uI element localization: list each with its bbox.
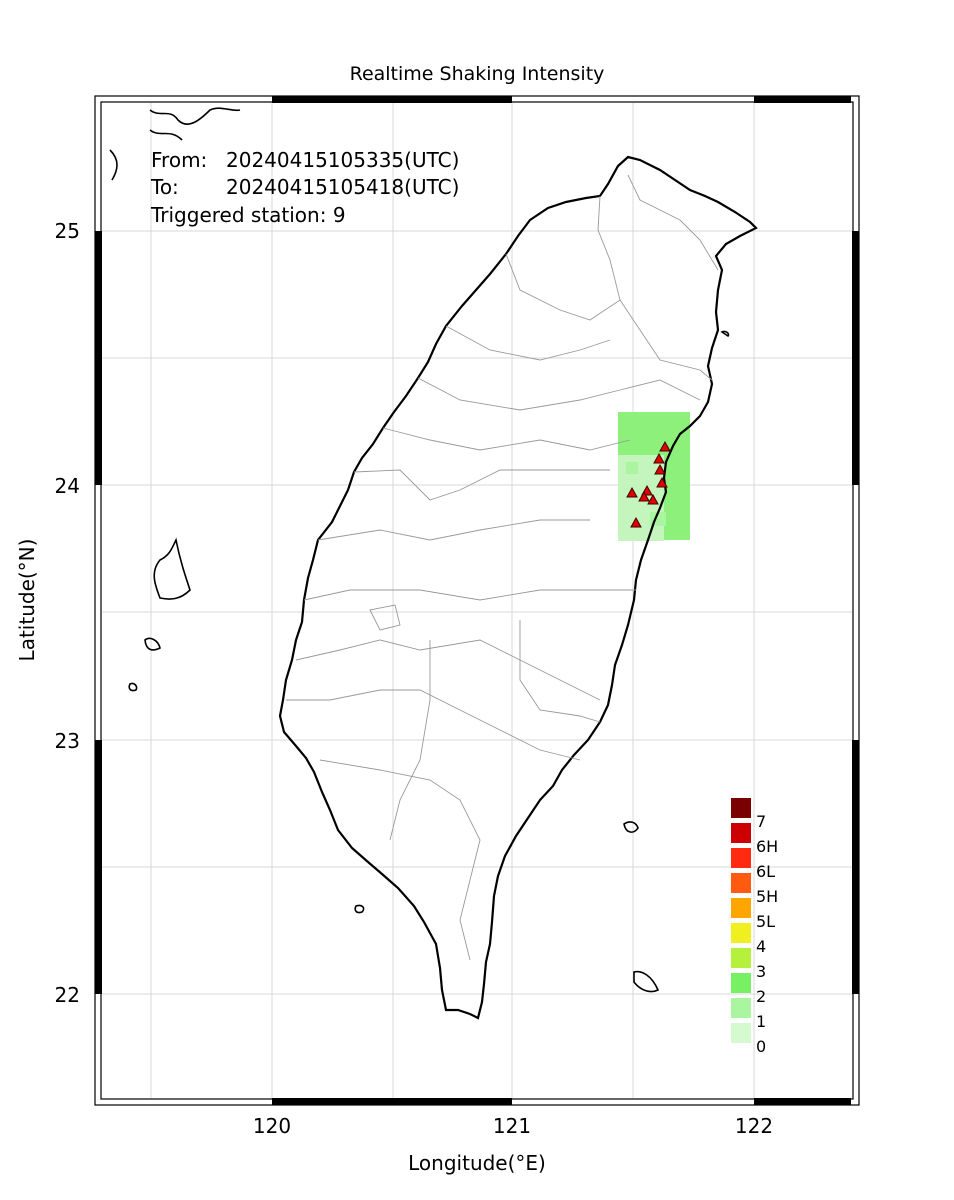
y-tick-label: 22 [55, 983, 80, 1007]
legend-label: 5L [756, 912, 775, 931]
legend-label: 5H [756, 887, 778, 906]
legend-swatch-5l [731, 898, 751, 918]
legend-swatch-3 [731, 948, 751, 968]
legend-swatch-5h [731, 873, 751, 893]
triggered-count: Triggered station: 9 [150, 203, 346, 227]
y-tick-label: 25 [55, 219, 80, 243]
y-tick-label: 23 [55, 729, 80, 753]
penghu-islands [153, 537, 191, 600]
legend-label: 3 [756, 962, 766, 981]
map-title: Realtime Shaking Intensity [350, 63, 605, 85]
orchid-island [633, 970, 660, 993]
legend-swatch-7 [731, 798, 751, 818]
from-label: From: [151, 148, 207, 172]
county-boundaries [286, 174, 719, 961]
to-label: To: [150, 175, 179, 199]
to-value: 20240415105418(UTC) [226, 175, 459, 199]
station-marker [659, 440, 671, 452]
legend-label: 7 [756, 812, 766, 831]
legend-swatch-6h [731, 823, 751, 843]
x-tick-label: 122 [735, 1114, 773, 1138]
from-value: 20240415105335(UTC) [226, 148, 459, 172]
legend-swatch-1 [731, 998, 751, 1018]
legend-label: 6H [756, 837, 778, 856]
legend-swatch-0 [731, 1023, 751, 1043]
legend-label: 4 [756, 937, 766, 956]
station-marker [630, 516, 642, 528]
legend-label: 2 [756, 987, 766, 1006]
station-marker [626, 486, 638, 498]
x-tick-label: 121 [493, 1114, 531, 1138]
legend-swatch-4 [731, 923, 751, 943]
legend-swatch-6l [731, 848, 751, 868]
x-axis-label: Longitude(°E) [408, 1151, 546, 1175]
taiwan-coastline [278, 155, 758, 1020]
graticule [102, 103, 852, 1098]
legend-swatch-2 [731, 973, 751, 993]
frame-bars [95, 96, 859, 1105]
intensity-legend: 7 6H 6L 5H 5L 4 3 2 1 0 [731, 798, 778, 1056]
matsu-islands [109, 107, 241, 181]
station-marker [638, 490, 650, 502]
station-marker [653, 452, 665, 464]
seismic-stations [626, 440, 671, 528]
y-axis-label: Latitude(°N) [15, 539, 39, 662]
legend-label: 0 [756, 1037, 766, 1056]
legend-label: 1 [756, 1012, 766, 1031]
x-tick-label: 120 [253, 1114, 291, 1138]
y-tick-label: 24 [55, 474, 80, 498]
station-marker [654, 463, 666, 475]
green-island [623, 821, 639, 833]
offshore-islands [109, 107, 730, 993]
station-marker [647, 493, 659, 505]
station-marker [656, 476, 668, 488]
legend-label: 6L [756, 862, 775, 881]
